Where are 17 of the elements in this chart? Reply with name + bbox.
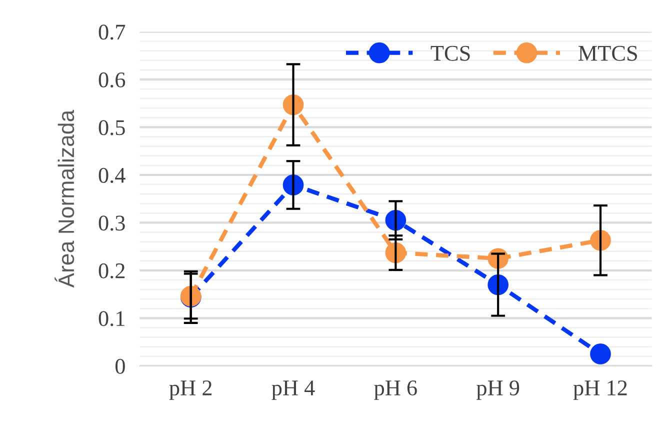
point [590,344,611,364]
y-axis-title: Área Normalizada [54,110,74,288]
y-tick-label: 0.4 [98,168,126,183]
legend-label: MTCS [578,46,637,61]
x-tick-label: pH 9 [476,380,520,400]
y-tick-label: 0.6 [98,72,126,88]
x-tick-label: pH 4 [272,380,315,400]
x-tick-label: pH 12 [573,380,627,400]
y-tick-label: 0.5 [98,120,125,136]
y-tick-label: 0.3 [98,216,125,231]
x-tick-label: pH 6 [374,380,417,400]
x-tick-label: pH 2 [169,380,212,400]
y-tick-label: 0.1 [98,311,124,326]
y-tick-label: 0.7 [98,24,126,40]
y-tick-label: 0 [115,358,125,374]
legend-label: TCS [430,46,470,61]
y-tick-label: 0.2 [98,263,125,278]
